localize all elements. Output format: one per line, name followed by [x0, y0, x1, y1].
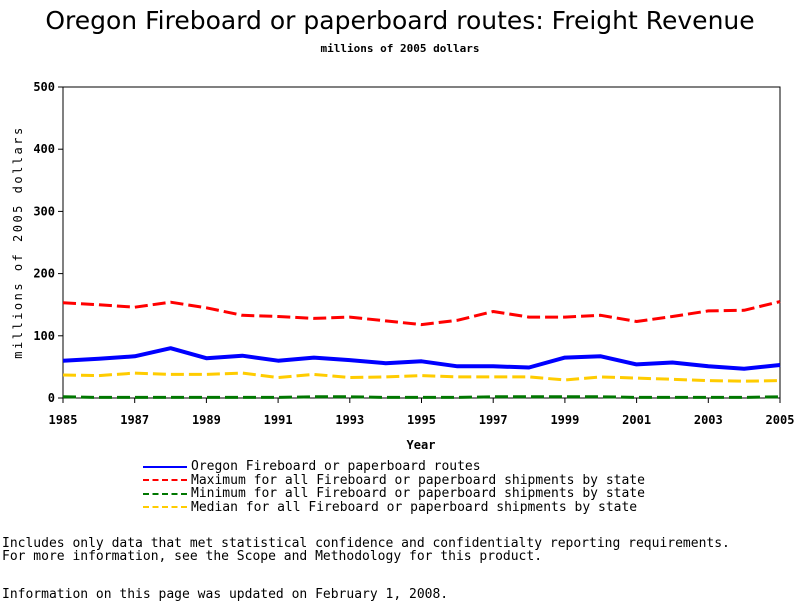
x-tick-label: 1985 [49, 413, 78, 427]
x-axis: 1985 1987 1989 1991 1993 1995 1997 1999 2001 2003… [49, 398, 795, 427]
footnote-confidence: Includes only data that met statistical … [2, 536, 730, 551]
legend-label-minimum: Minimum for all Fireboard or paperboard … [191, 486, 645, 501]
series-layer [62, 300, 781, 399]
chart-subtitle: millions of 2005 dollars [320, 42, 480, 55]
x-tick-label: 1987 [120, 413, 149, 427]
series-median-line [62, 371, 781, 383]
y-axis-label: millions of 2005 dollars [11, 125, 25, 358]
series-minimum-line [62, 395, 781, 399]
x-tick-label: 2005 [766, 413, 795, 427]
y-tick-label: 100 [33, 329, 55, 343]
y-axis: 0 100 200 300 400 500 [33, 80, 63, 405]
legend-swatch-oregon [143, 465, 187, 468]
x-tick-label: 1991 [264, 413, 293, 427]
legend-item-minimum: Minimum for all Fireboard or paperboard … [143, 487, 645, 501]
y-tick-label: 300 [33, 204, 55, 218]
legend-swatch-maximum [143, 479, 187, 482]
x-tick-label: 2003 [694, 413, 723, 427]
legend-label-oregon: Oregon Fireboard or paperboard routes [191, 459, 481, 474]
y-tick-label: 500 [33, 80, 55, 94]
x-tick-label: 1995 [407, 413, 436, 427]
x-tick-label: 1989 [192, 413, 221, 427]
legend-label-median: Median for all Fireboard or paperboard s… [191, 499, 638, 515]
legend-item-median: Median for all Fireboard or paperboard s… [143, 499, 645, 515]
chart-title: Oregon Fireboard or paperboard routes: F… [45, 6, 755, 35]
legend-swatch-minimum [143, 492, 187, 495]
footnote-updated: Information on this page was updated on … [2, 587, 449, 602]
plot-frame [62, 86, 781, 399]
y-tick-label: 200 [33, 267, 55, 281]
legend-item-oregon: Oregon Fireboard or paperboard routes [143, 460, 645, 474]
legend-swatch-median [143, 506, 187, 509]
legend: Oregon Fireboard or paperboard routes Ma… [143, 460, 645, 514]
legend-label-maximum: Maximum for all Fireboard or paperboard … [191, 472, 645, 488]
x-tick-label: 1993 [335, 413, 364, 427]
x-tick-label: 1999 [550, 413, 579, 427]
x-axis-label: Year [407, 438, 436, 452]
x-tick-label: 2001 [622, 413, 651, 427]
x-tick-label: 1997 [479, 413, 508, 427]
footnote-methodology: For more information, see the Scope and … [2, 549, 543, 564]
series-maximum-line [62, 300, 781, 327]
series-oregon-line [62, 346, 781, 371]
legend-item-maximum: Maximum for all Fireboard or paperboard … [143, 472, 645, 488]
y-tick-label: 0 [48, 391, 55, 405]
y-tick-label: 400 [33, 142, 55, 156]
